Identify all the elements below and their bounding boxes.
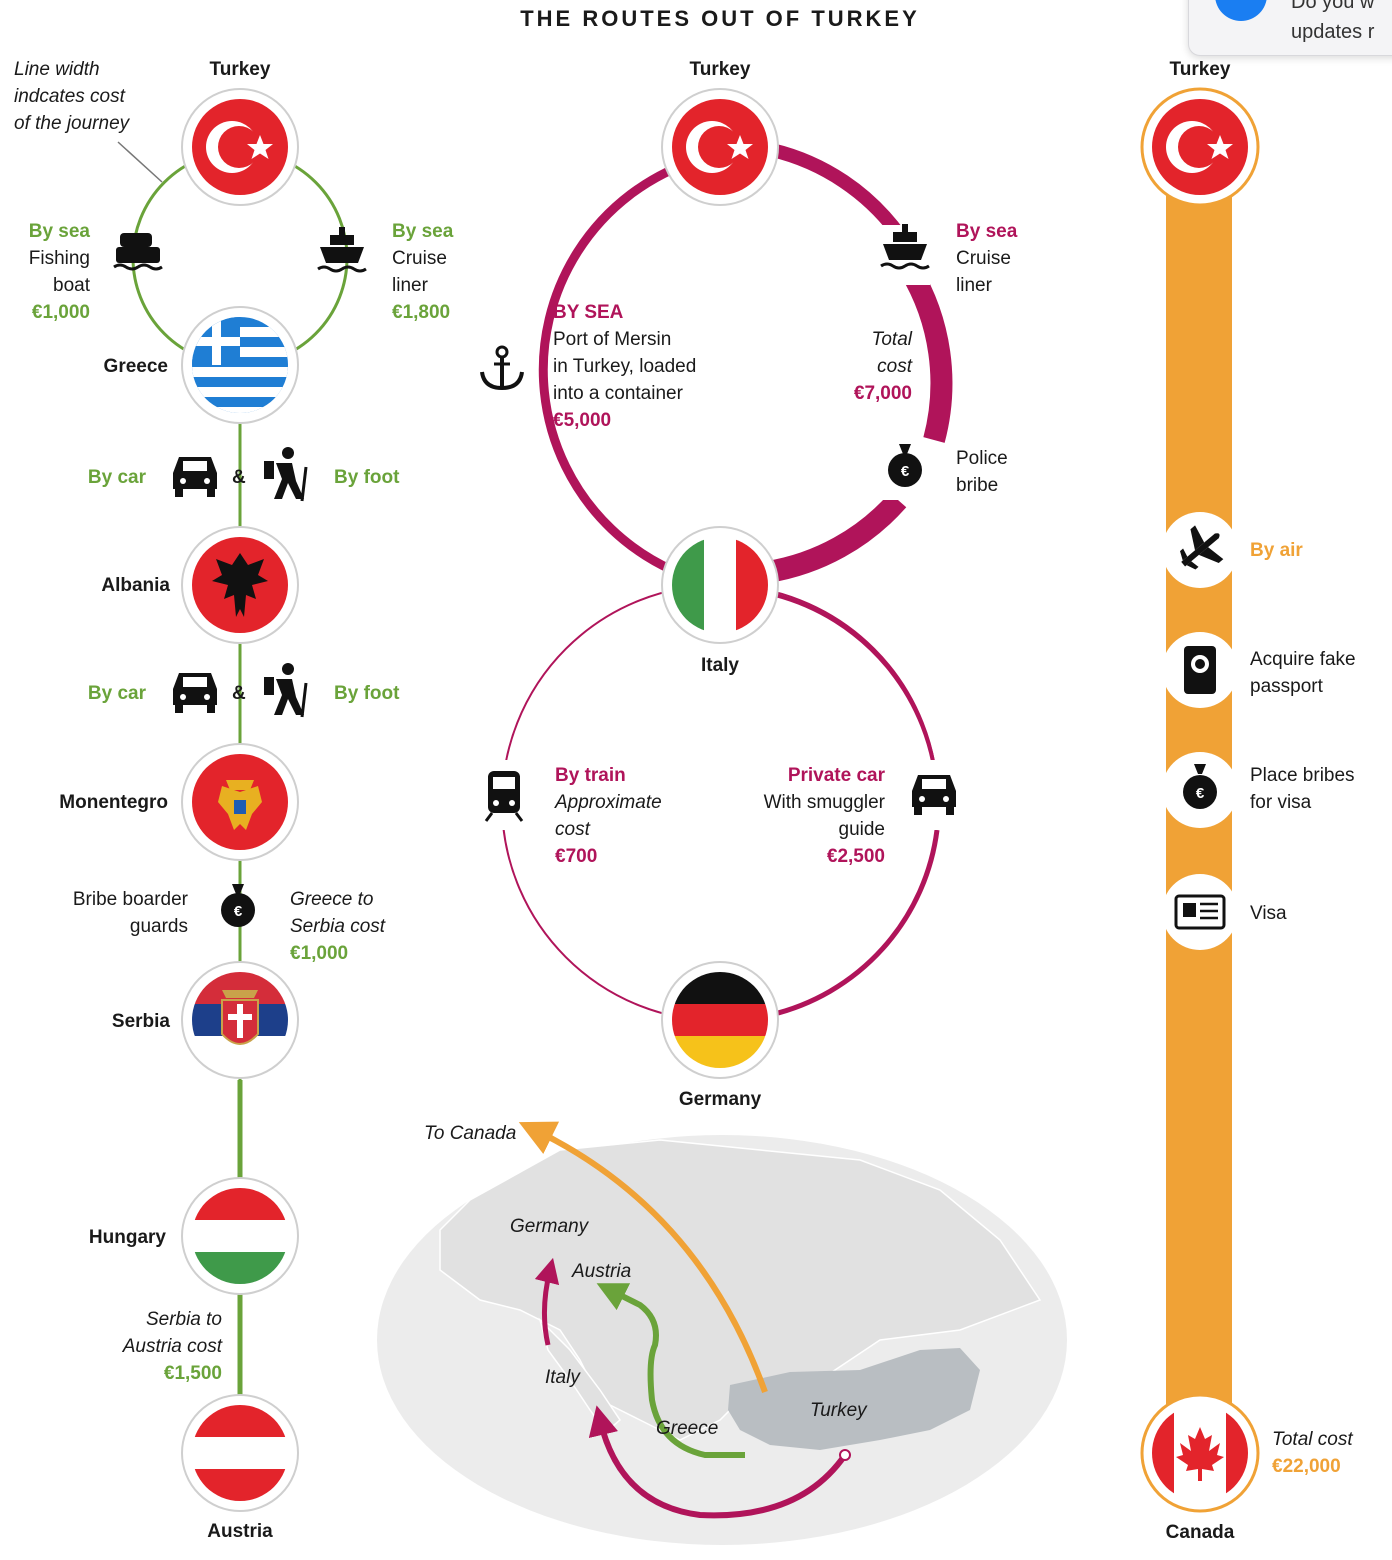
arrow-sea-route (588, 1405, 848, 1519)
bribe-guards-label: Bribe boarder guards (72, 889, 188, 937)
stop-label: Germany (678, 1089, 762, 1110)
fishing-boat-icon (113, 233, 163, 271)
line-width-note: Line width indcates cost of the journey (14, 59, 130, 134)
map-label: Greece (656, 1418, 719, 1439)
flag-montenegro (181, 743, 299, 861)
cruise-liner-icon (880, 224, 930, 270)
stop-label: Serbia (111, 1011, 170, 1032)
passport-icon (1184, 646, 1216, 694)
airplane-icon-disc (1162, 512, 1238, 588)
serbia-austria-cost: Serbia to Austria cost €1,500 (122, 1309, 222, 1384)
map-label: Italy (545, 1367, 580, 1388)
train-block: By train Approximate cost €700 (555, 765, 662, 867)
train-icon (484, 771, 524, 822)
hiker-icon (264, 663, 308, 718)
right-total-cost: Total cost €22,000 (1272, 1429, 1353, 1477)
note-pointer (117, 141, 163, 183)
mode-label: By foot (334, 467, 400, 488)
anchor-icon (480, 345, 524, 391)
svg-text:€: € (901, 463, 910, 480)
by-air-label: By air (1250, 540, 1303, 561)
visa-card-icon (1174, 894, 1226, 930)
turkey-landmass (728, 1348, 980, 1450)
stop-label: Hungary (88, 1227, 166, 1248)
police-bribe-label: Police bribe (956, 448, 1008, 496)
arrow-balkan-route (596, 1283, 745, 1458)
greece-serbia-cost: Greece to Serbia cost €1,000 (290, 889, 386, 964)
svg-text:€: € (234, 903, 243, 920)
hiker-icon (264, 447, 308, 502)
flag-germany (661, 961, 779, 1079)
arrow-to-canada (518, 1121, 768, 1394)
cruise-liner-icon (317, 227, 367, 273)
stop-label: Italy (700, 655, 740, 676)
middle-route: € (478, 88, 960, 1079)
cruise-label: By sea Cruise liner (956, 221, 1018, 296)
flag-austria (181, 1394, 299, 1512)
flag-serbia (181, 961, 299, 1079)
stop-label: Albania (101, 575, 170, 596)
money-bag-icon-disc: € (1162, 752, 1238, 828)
stop-label: Austria (207, 1521, 273, 1542)
flag-turkey-middle (661, 88, 779, 206)
car-icon (173, 673, 217, 713)
sea-right-label: By sea Cruise liner €1,800 (392, 221, 454, 323)
notification-popup[interactable]: Do you w updates r (1188, 0, 1392, 56)
airplane-icon (1180, 525, 1224, 570)
stop-label: Greece (103, 356, 168, 377)
flag-italy (661, 526, 779, 644)
map-label: Germany (510, 1216, 589, 1237)
money-bag-icon: € (888, 444, 922, 487)
private-car-block: Private car With smuggler guide €2,500 (763, 765, 885, 867)
stop-label: Turkey (689, 59, 751, 80)
map-inset (377, 1121, 1067, 1545)
passport-icon-disc (1162, 632, 1238, 708)
ampersand: & (232, 683, 246, 704)
flag-albania (181, 526, 299, 644)
money-bag-icon: € (1183, 764, 1217, 809)
sea-left-label: By sea Fishing boat €1,000 (28, 221, 90, 323)
stop-label: Canada (1165, 1522, 1235, 1543)
passport-label: Acquire fake passport (1250, 649, 1356, 697)
right-route: € (1140, 87, 1260, 1513)
notification-text: Do you w updates r (1291, 0, 1375, 43)
middle-total-cost: Total cost €7,000 (853, 329, 912, 404)
visa-card-icon-disc (1162, 874, 1238, 950)
mode-label: By car (87, 467, 146, 488)
flag-turkey-left (181, 88, 299, 206)
by-sea-block: BY SEA Port of Mersin in Turkey, loaded int… (553, 302, 697, 431)
ampersand: & (232, 467, 246, 488)
flag-turkey-right (1140, 87, 1260, 207)
flag-canada (1140, 1393, 1260, 1513)
money-bag-icon: € (221, 884, 255, 927)
map-label: To Canada (424, 1123, 517, 1144)
visa-label: Visa (1250, 903, 1287, 924)
map-label: Austria (572, 1261, 632, 1282)
app-store-icon (1215, 0, 1267, 21)
bribes-label: Place bribes for visa (1250, 765, 1355, 813)
car-icon (912, 775, 956, 815)
mode-label: By foot (334, 683, 400, 704)
stop-label: Turkey (1169, 59, 1231, 80)
mode-label: By car (87, 683, 146, 704)
page-title: THE ROUTES OUT OF TURKEY (520, 6, 920, 31)
stop-label: Turkey (209, 59, 271, 80)
map-label: Turkey (810, 1400, 867, 1421)
arrow-italy-germany (534, 1257, 560, 1346)
flag-hungary (181, 1177, 299, 1295)
svg-text:€: € (1196, 785, 1205, 802)
flag-greece (181, 306, 299, 424)
car-icon (173, 457, 217, 497)
stop-label: Monentegro (59, 792, 168, 813)
left-route: € (113, 88, 367, 1512)
